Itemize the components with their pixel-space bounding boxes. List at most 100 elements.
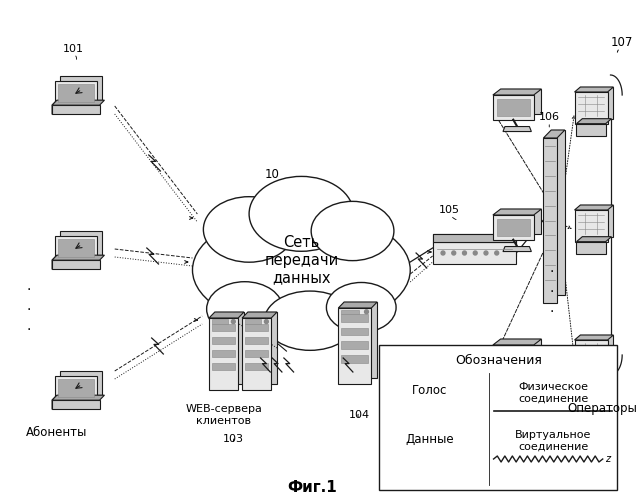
Polygon shape — [433, 234, 516, 256]
Ellipse shape — [207, 282, 283, 337]
Polygon shape — [52, 395, 57, 409]
Polygon shape — [52, 255, 105, 260]
Text: соединение: соединение — [518, 442, 588, 452]
Bar — [379, 345, 618, 490]
Polygon shape — [52, 105, 100, 115]
Polygon shape — [58, 239, 94, 257]
Circle shape — [495, 251, 499, 255]
Polygon shape — [577, 236, 611, 242]
Polygon shape — [577, 118, 611, 124]
Text: Фиг.1: Фиг.1 — [287, 480, 337, 496]
Ellipse shape — [204, 196, 295, 262]
Polygon shape — [52, 100, 105, 105]
Polygon shape — [60, 231, 101, 255]
Bar — [212, 350, 235, 357]
Circle shape — [462, 251, 467, 255]
Bar — [212, 320, 228, 324]
Text: Операторы: Операторы — [568, 402, 638, 415]
Text: z: z — [605, 454, 610, 464]
Polygon shape — [242, 318, 271, 390]
Polygon shape — [248, 312, 277, 384]
Circle shape — [365, 310, 369, 314]
Text: ·
·
·: · · · — [550, 266, 554, 318]
Polygon shape — [501, 89, 541, 114]
Polygon shape — [497, 219, 530, 236]
Polygon shape — [493, 215, 534, 240]
Polygon shape — [543, 130, 565, 138]
Polygon shape — [503, 126, 532, 132]
Polygon shape — [338, 302, 377, 308]
Polygon shape — [433, 234, 516, 242]
Text: 101: 101 — [62, 44, 83, 54]
Polygon shape — [60, 76, 101, 100]
Polygon shape — [55, 236, 97, 260]
Polygon shape — [575, 340, 607, 372]
Text: соединение: соединение — [518, 394, 588, 404]
Bar — [212, 336, 235, 344]
Text: Голос: Голос — [412, 384, 447, 398]
Polygon shape — [493, 89, 541, 95]
Polygon shape — [52, 255, 57, 270]
Polygon shape — [493, 345, 534, 370]
Polygon shape — [52, 400, 100, 409]
Text: 106: 106 — [539, 112, 560, 122]
Text: Сеть
передачи
данных: Сеть передачи данных — [265, 235, 338, 285]
Text: Данные: Данные — [405, 432, 454, 446]
Polygon shape — [577, 372, 605, 384]
Polygon shape — [493, 339, 541, 345]
Polygon shape — [501, 339, 541, 363]
Polygon shape — [209, 312, 244, 318]
Circle shape — [441, 251, 445, 255]
Polygon shape — [497, 99, 530, 116]
Bar — [245, 324, 268, 331]
Bar — [341, 355, 369, 362]
Bar — [212, 362, 235, 370]
Bar — [245, 320, 261, 324]
Polygon shape — [433, 242, 516, 264]
Circle shape — [484, 251, 488, 255]
Polygon shape — [55, 376, 97, 400]
Circle shape — [231, 320, 235, 324]
Polygon shape — [60, 371, 101, 395]
Text: 104: 104 — [349, 410, 370, 420]
Polygon shape — [543, 138, 557, 303]
Ellipse shape — [265, 291, 356, 350]
Polygon shape — [58, 379, 94, 397]
Polygon shape — [577, 124, 605, 136]
Polygon shape — [344, 302, 377, 378]
Text: Виртуальное: Виртуальное — [515, 430, 591, 440]
Polygon shape — [577, 366, 611, 372]
Polygon shape — [503, 376, 532, 382]
Polygon shape — [575, 210, 607, 242]
Polygon shape — [209, 318, 238, 390]
Ellipse shape — [326, 282, 396, 333]
Polygon shape — [575, 92, 607, 124]
Polygon shape — [575, 205, 613, 210]
Bar — [212, 324, 235, 331]
Ellipse shape — [311, 202, 394, 260]
Polygon shape — [338, 308, 371, 384]
Bar — [341, 314, 369, 322]
Bar — [341, 342, 369, 349]
Polygon shape — [580, 205, 613, 236]
Text: Физическое: Физическое — [518, 382, 588, 392]
Polygon shape — [52, 395, 105, 400]
Polygon shape — [575, 335, 613, 340]
Text: клиентов: клиентов — [196, 416, 251, 426]
Text: ·
·
·: · · · — [27, 284, 31, 337]
Circle shape — [473, 251, 477, 255]
Polygon shape — [580, 335, 613, 366]
Bar — [245, 362, 268, 370]
Polygon shape — [503, 246, 532, 252]
Polygon shape — [497, 349, 530, 366]
Text: WEB-сервера: WEB-сервера — [185, 404, 262, 414]
Text: 10: 10 — [265, 168, 280, 181]
Ellipse shape — [193, 212, 410, 328]
Polygon shape — [242, 312, 277, 318]
Bar — [245, 350, 268, 357]
Polygon shape — [52, 260, 100, 270]
Circle shape — [265, 320, 268, 324]
Text: 107: 107 — [611, 36, 634, 49]
Polygon shape — [577, 242, 605, 254]
Bar — [341, 310, 360, 314]
